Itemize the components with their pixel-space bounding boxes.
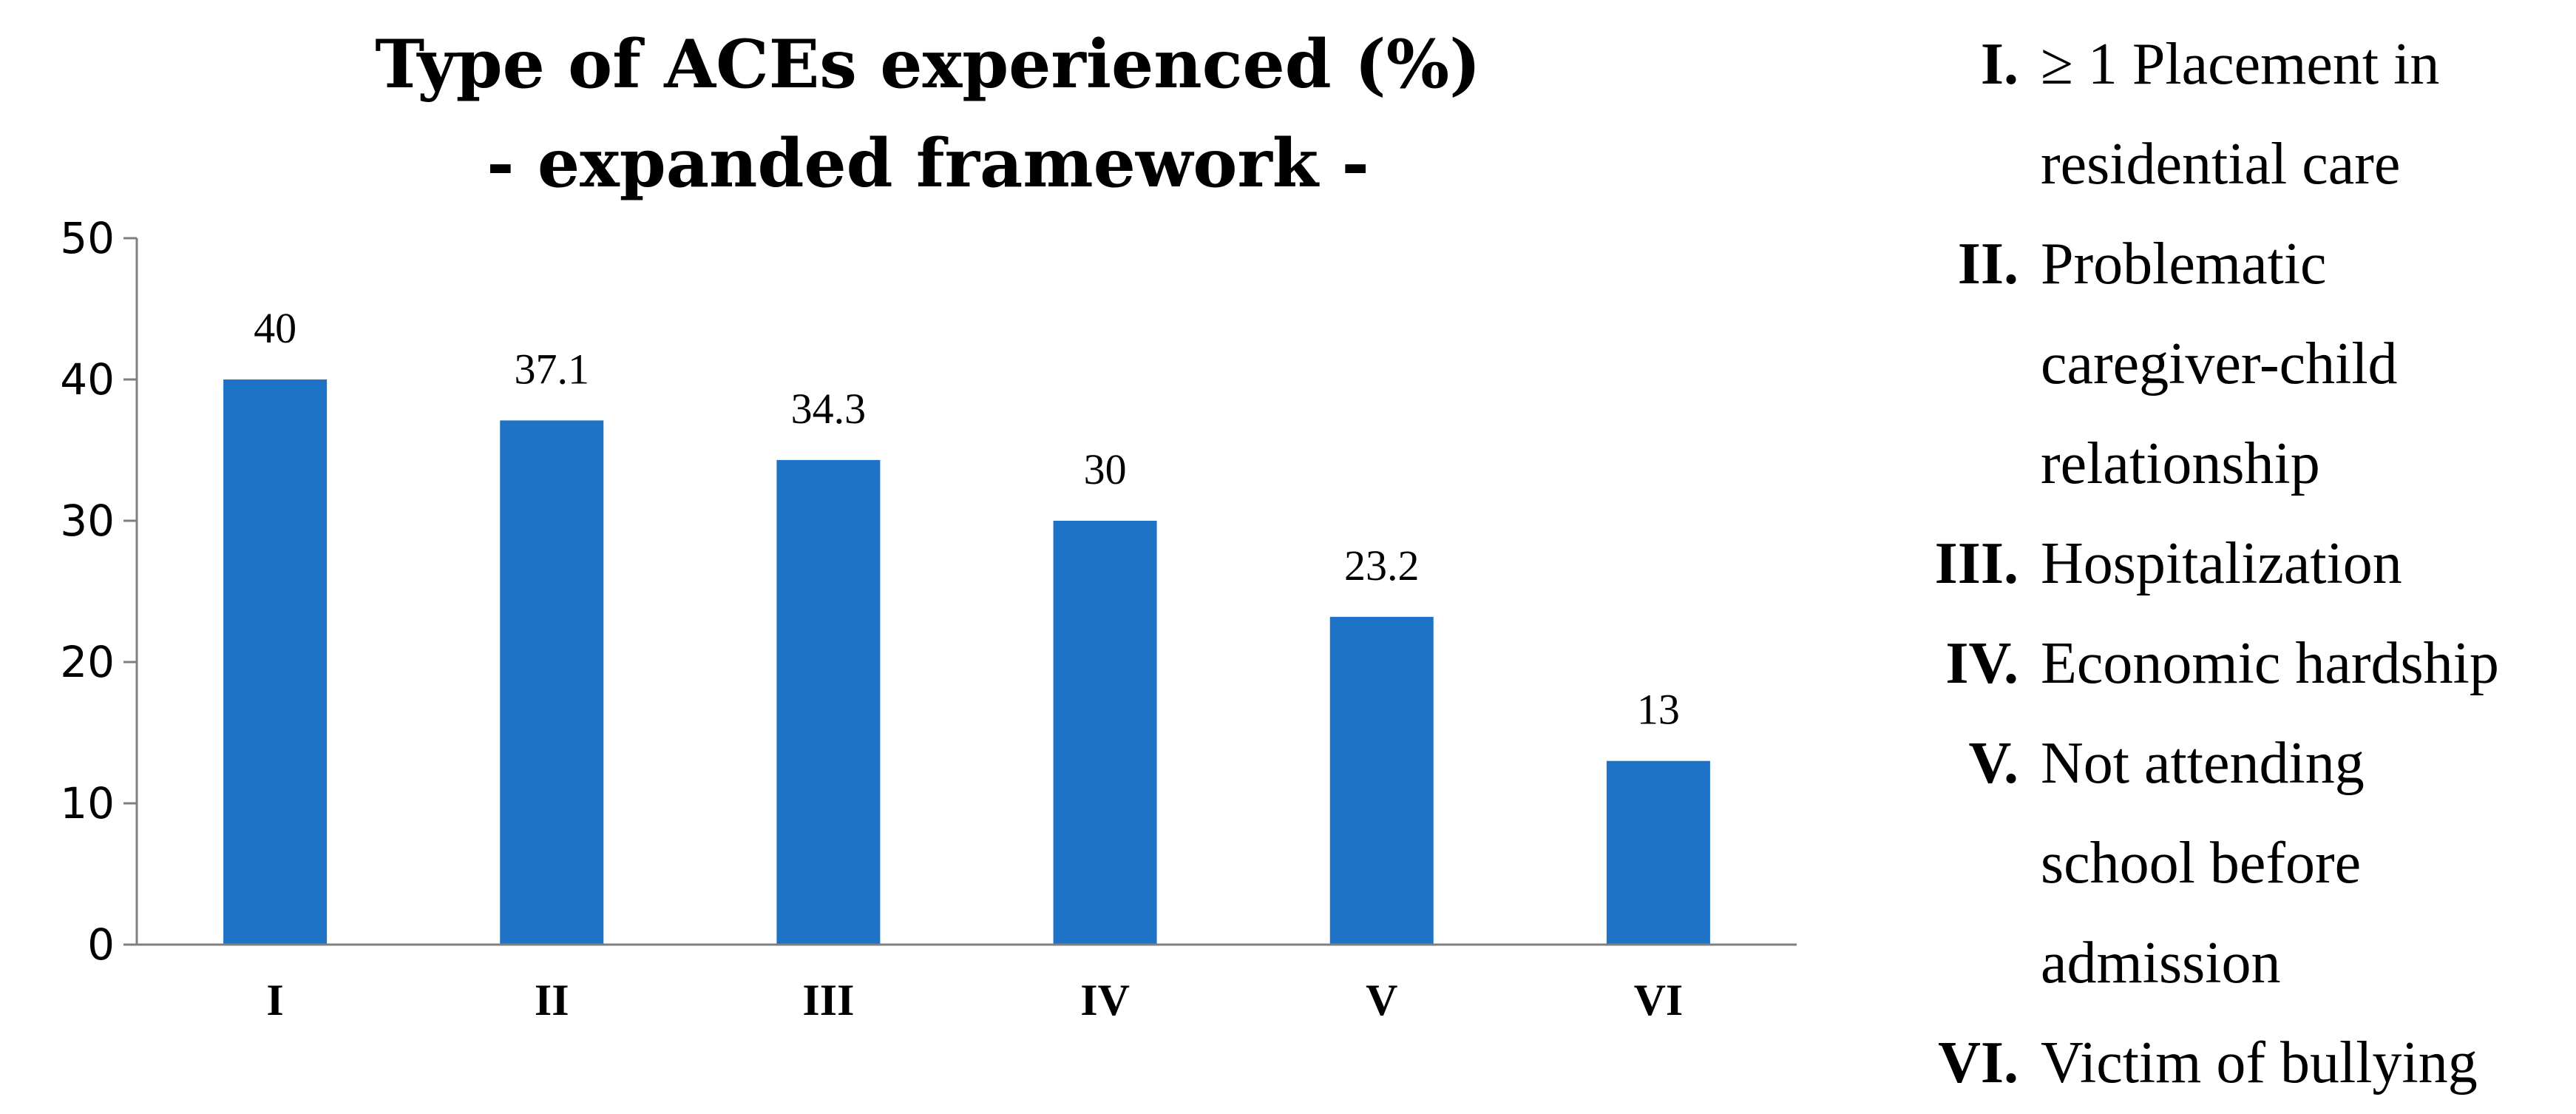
legend-item-text: Not attending school before admission <box>2041 731 2365 996</box>
y-tick-label: 30 <box>60 496 115 546</box>
bars-group <box>223 379 1710 945</box>
data-label-II: 37.1 <box>515 345 590 393</box>
legend-item-number: II. <box>1957 232 2019 297</box>
chart-title-line-2: - expanded framework - <box>487 124 1369 203</box>
y-axis-ticks: 0 10 20 30 40 50 <box>60 213 137 970</box>
legend-item-number: V. <box>1968 731 2019 796</box>
data-label-IV: 30 <box>1084 445 1127 493</box>
bar-I <box>223 379 328 945</box>
bar-V <box>1329 616 1434 945</box>
y-tick-label: 40 <box>60 354 115 405</box>
data-labels-group: 40 37.1 34.3 30 23.2 13 <box>254 304 1680 734</box>
legend-item-text: Economic hardship <box>2041 631 2499 696</box>
legend-item: I. ≥ 1 Placement in residential care <box>1893 15 2573 215</box>
legend-item: III. Hospitalization <box>1893 514 2573 614</box>
legend-item-text: ≥ 1 Placement in residential care <box>2041 32 2440 197</box>
x-axis-ticks: I II III IV V VI <box>266 976 1683 1024</box>
data-label-III: 34.3 <box>791 385 867 433</box>
y-tick-label: 10 <box>60 778 115 828</box>
data-label-V: 23.2 <box>1344 541 1420 590</box>
data-label-VI: 13 <box>1637 686 1680 734</box>
y-tick-label: 20 <box>60 637 115 687</box>
legend-item-text: Hospitalization <box>2041 531 2402 596</box>
bar-II <box>500 420 604 945</box>
y-tick-label: 0 <box>87 919 115 970</box>
x-tick-label: II <box>535 976 569 1024</box>
bar-III <box>776 459 881 945</box>
y-tick-label: 50 <box>60 213 115 263</box>
x-tick-label: IV <box>1080 976 1130 1024</box>
legend-item: VI. Victim of bullying <box>1893 1013 2573 1113</box>
bar-VI <box>1606 760 1710 945</box>
legend-item-number: I. <box>1980 32 2019 97</box>
legend-item-number: III. <box>1934 531 2019 596</box>
legend-item-text: Victim of bullying <box>2041 1030 2478 1096</box>
x-tick-label: V <box>1366 976 1397 1024</box>
legend-item: II. Problematic caregiver-child relations… <box>1893 215 2573 514</box>
legend-item: V. Not attending school before admission <box>1893 714 2573 1013</box>
bar-IV <box>1053 521 1157 945</box>
legend: I. ≥ 1 Placement in residential care II. Pr… <box>1893 15 2573 1113</box>
legend-item: IV. Economic hardship <box>1893 614 2573 714</box>
x-tick-label: I <box>266 976 283 1024</box>
axes-group <box>135 238 1797 946</box>
legend-item-number: IV. <box>1945 631 2019 696</box>
chart-title-line-1: Type of ACEs experienced (%) <box>375 25 1480 104</box>
data-label-I: 40 <box>254 304 296 352</box>
x-tick-label: VI <box>1634 976 1684 1024</box>
legend-item-number: VI. <box>1938 1030 2019 1096</box>
x-tick-label: III <box>802 976 854 1024</box>
legend-item-text: Problematic caregiver-child relationship <box>2041 232 2398 496</box>
